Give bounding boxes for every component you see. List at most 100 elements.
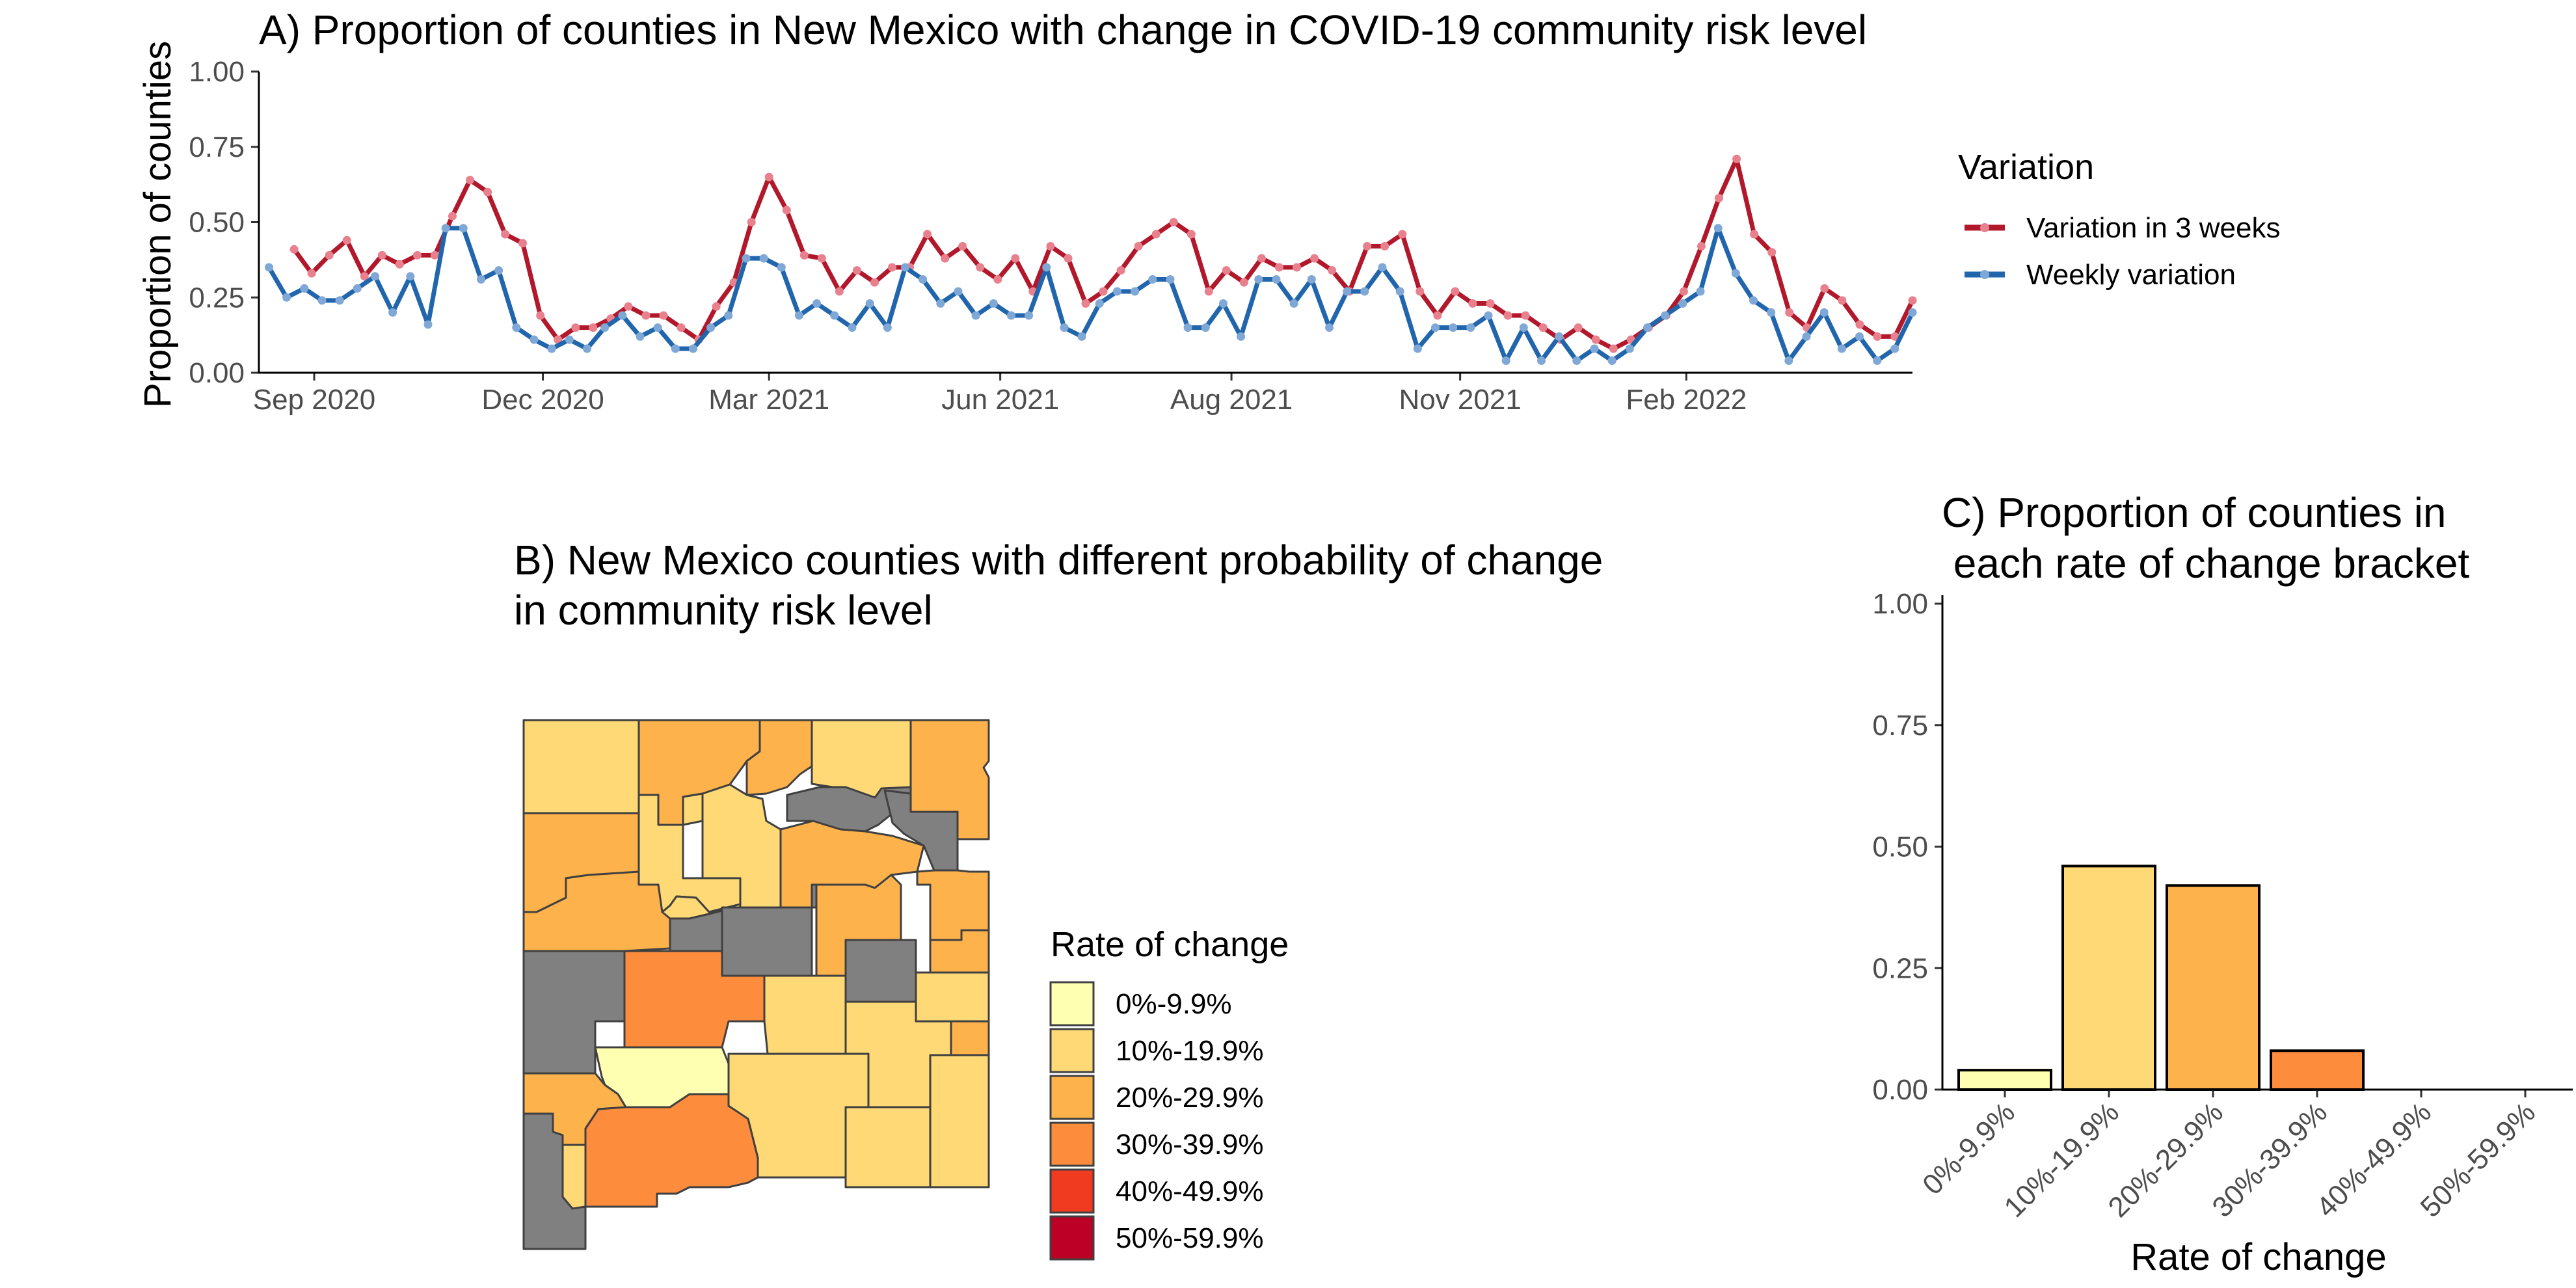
data-point-weekly-variation	[371, 272, 379, 281]
data-point-variation-3-weeks	[1380, 242, 1389, 250]
data-point-variation-3-weeks	[1433, 311, 1442, 320]
data-point-weekly-variation	[1431, 323, 1440, 332]
panel-c-title-line-2: each rate of change bracket	[1942, 540, 2469, 587]
data-point-variation-3-weeks	[1169, 218, 1178, 226]
data-point-variation-3-weeks	[659, 311, 668, 320]
data-point-variation-3-weeks	[325, 250, 334, 260]
data-point-variation-3-weeks	[1609, 344, 1618, 353]
data-point-weekly-variation	[1749, 296, 1758, 305]
bar-1	[2061, 865, 2156, 1091]
data-point-variation-3-weeks	[483, 187, 492, 196]
data-point-variation-3-weeks	[1486, 299, 1495, 308]
data-point-weekly-variation	[388, 308, 397, 317]
panel-b: B) New Mexico counties with different pr…	[514, 537, 1603, 1261]
data-point-variation-3-weeks	[1046, 242, 1055, 250]
data-point-variation-3-weeks	[430, 250, 439, 260]
data-point-weekly-variation	[1537, 356, 1546, 365]
data-point-variation-3-weeks	[747, 218, 756, 226]
data-point-weekly-variation	[583, 344, 591, 353]
data-point-weekly-variation	[971, 311, 980, 320]
legend-label-variation-3-weeks: Variation in 3 weeks	[2026, 212, 2281, 244]
data-point-variation-3-weeks	[1099, 287, 1108, 296]
new-mexico-county-map	[522, 719, 990, 1250]
data-point-variation-3-weeks	[677, 323, 686, 332]
legend-swatch-bracket-0	[1049, 981, 1095, 1026]
series-line-variation-3-weeks	[292, 156, 1915, 351]
legend-label-bracket-5: 50%-59.9%	[1116, 1222, 1263, 1254]
data-point-weekly-variation	[812, 299, 822, 308]
data-point-variation-3-weeks	[1732, 154, 1741, 163]
panel-a-y-tick-label: 0.75	[189, 131, 245, 163]
legend-swatch-bracket-1	[1049, 1028, 1095, 1073]
data-point-weekly-variation	[1148, 275, 1157, 284]
data-point-variation-3-weeks	[1767, 248, 1777, 257]
legend-point-variation-3-weeks	[1980, 223, 1989, 232]
data-point-weekly-variation	[494, 266, 503, 275]
data-point-weekly-variation	[1289, 299, 1298, 308]
data-point-variation-3-weeks	[412, 250, 422, 260]
data-point-variation-3-weeks	[941, 254, 950, 263]
panel-a-x-tick-label: Jun 2021	[941, 384, 1059, 416]
data-point-variation-3-weeks	[799, 250, 809, 260]
data-point-weekly-variation	[477, 275, 485, 284]
data-point-variation-3-weeks	[641, 311, 651, 320]
data-point-weekly-variation	[653, 323, 662, 332]
panel-a-x-ticks: Sep 2020 Dec 2020 Mar 2021 Jun 2021 Aug 2021…	[253, 373, 1747, 416]
data-point-variation-3-weeks	[1750, 230, 1759, 239]
legend-label-bracket-4: 40%-49.9%	[1116, 1175, 1263, 1207]
data-point-weekly-variation	[1254, 275, 1263, 284]
data-point-variation-3-weeks	[1679, 287, 1688, 296]
data-point-weekly-variation	[353, 284, 362, 293]
series-line-weekly-variation	[267, 226, 1915, 363]
panel-c-y-tick-label: 0.25	[1872, 952, 1928, 984]
data-point-weekly-variation	[777, 263, 786, 272]
data-point-weekly-variation	[600, 323, 610, 332]
data-point-weekly-variation	[459, 224, 468, 233]
data-point-variation-3-weeks	[1204, 287, 1213, 296]
county-colfax	[811, 719, 912, 799]
data-point-variation-3-weeks	[377, 250, 386, 260]
data-point-weekly-variation	[1873, 356, 1882, 365]
panel-a-x-tick-label: Feb 2022	[1626, 384, 1747, 416]
data-point-variation-3-weeks	[289, 245, 299, 254]
data-point-weekly-variation	[1643, 323, 1652, 332]
data-point-variation-3-weeks	[1134, 242, 1143, 250]
county-san-juan	[522, 719, 640, 814]
data-point-variation-3-weeks	[307, 269, 316, 278]
legend-item-weekly-variation: Weekly variation	[1965, 259, 2236, 291]
data-point-variation-3-weeks	[958, 242, 967, 250]
data-point-weekly-variation	[1713, 224, 1723, 233]
data-point-weekly-variation	[1784, 356, 1793, 365]
data-point-weekly-variation	[1095, 299, 1104, 308]
data-point-weekly-variation	[1767, 308, 1776, 317]
data-point-variation-3-weeks	[712, 302, 721, 311]
data-point-variation-3-weeks	[1011, 254, 1020, 263]
legend-swatch-bracket-3	[1049, 1121, 1095, 1167]
county-dona-ana	[584, 1093, 759, 1208]
legend-item-variation-3-weeks: Variation in 3 weeks	[1965, 212, 2281, 244]
data-point-weekly-variation	[1555, 332, 1564, 341]
panel-a-title: A) Proportion of counties in New Mexico …	[259, 7, 1867, 53]
data-point-weekly-variation	[1607, 356, 1617, 365]
county-hidalgo	[522, 1112, 587, 1250]
data-point-weekly-variation	[317, 296, 327, 305]
data-point-variation-3-weeks	[360, 272, 369, 281]
county-eastern-strip	[950, 1020, 990, 1056]
data-point-weekly-variation	[1501, 356, 1510, 365]
panel-a-x-tick-label: Dec 2020	[481, 384, 604, 416]
panel-b-title-line-1: B) New Mexico counties with different pr…	[514, 537, 1603, 584]
data-point-variation-3-weeks	[624, 302, 633, 311]
legend-label-weekly-variation: Weekly variation	[2026, 259, 2236, 291]
data-point-weekly-variation	[1890, 344, 1899, 353]
data-point-weekly-variation	[759, 254, 768, 263]
data-point-variation-3-weeks	[1574, 323, 1583, 332]
data-point-variation-3-weeks	[1873, 332, 1882, 341]
data-point-variation-3-weeks	[1820, 284, 1829, 293]
panel-c-bars	[1957, 865, 2365, 1091]
data-point-weekly-variation	[830, 311, 839, 320]
data-point-variation-3-weeks	[782, 206, 791, 215]
data-point-weekly-variation	[689, 344, 697, 353]
panel-a-y-tick-label: 0.25	[189, 282, 245, 314]
data-point-variation-3-weeks	[1275, 263, 1283, 272]
